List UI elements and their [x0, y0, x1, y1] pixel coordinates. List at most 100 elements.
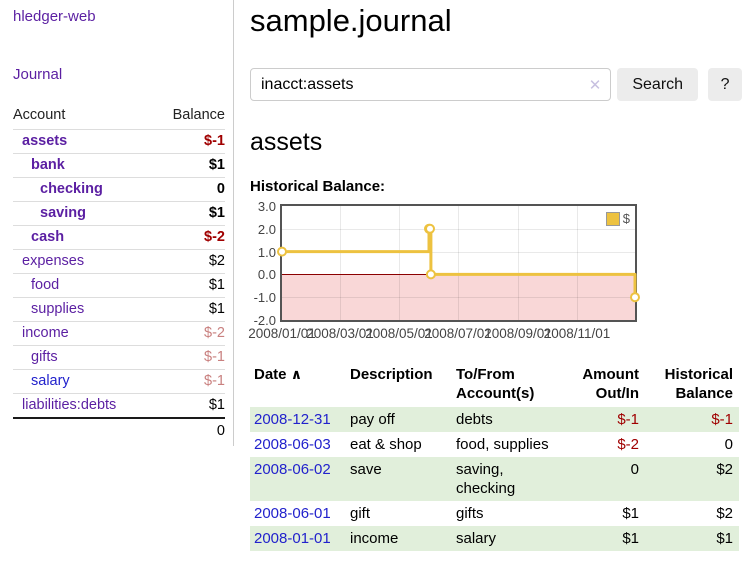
sidebar: hledger-web Journal Account Balance asse… [0, 0, 233, 444]
register-cell-description: income [346, 526, 452, 551]
chart-legend: $ [605, 211, 630, 226]
account-row: cash $-2 [13, 225, 225, 249]
register-cell-date: 2008-06-03 [250, 432, 346, 457]
register-cell-date: 2008-06-01 [250, 501, 346, 526]
account-balance: $-2 [204, 325, 225, 341]
register-header-description: Description [350, 366, 433, 383]
y-axis-tick-label: 1.0 [257, 244, 276, 260]
balance-series [277, 223, 640, 303]
account-row: income $-2 [13, 321, 225, 345]
page-title: sample.journal [250, 3, 452, 38]
grid-line-vertical [399, 206, 400, 320]
account-balance: $1 [208, 157, 225, 173]
register-cell-accounts: food, supplies [456, 436, 549, 453]
account-link[interactable]: gifts [31, 349, 58, 365]
register-cell-balance: $2 [645, 457, 739, 501]
account-balance: $2 [208, 253, 225, 269]
account-link[interactable]: saving [40, 205, 86, 221]
accounts-table-header: Account Balance [13, 104, 225, 129]
negative-region [282, 275, 635, 320]
transaction-date-link[interactable]: 2008-06-02 [254, 461, 331, 478]
y-axis-tick-label: -1.0 [253, 290, 276, 306]
register-cell-amount: 0 [564, 457, 645, 501]
register-cell-accounts: debts [452, 407, 564, 432]
main-content: sample.journal ✕ Search ? assets Histori… [234, 0, 742, 551]
register-row: 2008-06-02 save saving, checking 0 $2 [250, 457, 739, 501]
account-row: assets $-1 [13, 129, 225, 153]
register-table: Date ∧ Description To/From Account(s) Am… [250, 363, 739, 551]
app-title-link[interactable]: hledger-web [13, 8, 96, 25]
account-row: liabilities:debts $1 [13, 393, 225, 417]
account-balance: $1 [208, 301, 225, 317]
historical-balance-chart: $ 3.0 2.0 1.0 0.0 -1.0 -2.0 2008/01/01 2008/03/… [248, 199, 742, 346]
search-input[interactable] [250, 68, 612, 101]
accounts-total-row: 0 [13, 417, 225, 444]
grid-line-horizontal [282, 228, 635, 230]
account-row: saving $1 [13, 201, 225, 225]
register-header-row: Date ∧ Description To/From Account(s) Am… [250, 363, 739, 407]
transaction-date-link[interactable]: 2008-06-01 [254, 505, 331, 522]
account-link[interactable]: supplies [31, 301, 85, 317]
x-axis-tick-label: 2008/09/01 [484, 326, 552, 341]
register-cell-balance: $2 [716, 505, 733, 522]
account-balance: $-2 [204, 229, 225, 245]
clear-search-icon[interactable]: ✕ [588, 77, 602, 94]
sort-ascending-icon: ∧ [290, 366, 303, 382]
account-link[interactable]: expenses [22, 253, 85, 269]
x-axis-tick-label: 2008/01/01 [248, 326, 316, 341]
register-header-accounts: To/From Account(s) [456, 366, 535, 402]
register-cell-date: 2008-01-01 [250, 526, 346, 551]
transaction-date-link[interactable]: 2008-06-03 [254, 436, 331, 453]
account-link[interactable]: income [22, 325, 69, 341]
account-link[interactable]: food [31, 277, 60, 293]
grid-line-vertical [458, 206, 459, 320]
x-axis-tick-label: 2008/07/01 [424, 326, 492, 341]
account-link[interactable]: bank [31, 157, 65, 173]
transaction-date-link[interactable]: 2008-12-31 [254, 411, 331, 428]
register-row: 2008-06-03 eat & shop food, supplies $-2 0 [250, 432, 739, 457]
legend-swatch-icon [605, 211, 620, 226]
account-link[interactable]: liabilities:debts [22, 397, 117, 413]
register-row: 2008-06-01 gift gifts $1 $2 [250, 501, 739, 526]
account-link[interactable]: assets [22, 133, 68, 149]
register-header-date[interactable]: Date ∧ [250, 363, 346, 407]
account-link[interactable]: cash [31, 229, 65, 245]
account-link[interactable]: salary [31, 373, 70, 389]
account-balance: $1 [208, 397, 225, 413]
register-cell-accounts: saving, checking [452, 457, 564, 501]
grid-line-vertical [340, 206, 341, 320]
register-cell-date: 2008-12-31 [250, 407, 346, 432]
accounts-table: Account Balance assets $-1 bank $1 checking 0… [13, 104, 225, 444]
grid-line-horizontal [282, 297, 635, 299]
account-row: checking 0 [13, 177, 225, 201]
account-row: supplies $1 [13, 297, 225, 321]
account-link[interactable]: checking [40, 181, 103, 197]
account-row: bank $1 [13, 153, 225, 177]
register-cell-description: eat & shop [350, 436, 422, 453]
register-row: 2008-01-01 income salary $1 $1 [250, 526, 739, 551]
register-header-date-label: Date [254, 366, 287, 383]
help-button[interactable]: ? [708, 68, 742, 101]
register-cell-amount: $1 [622, 505, 639, 522]
register-header-amount: Amount Out/In [582, 366, 639, 402]
register-cell-accounts: salary [452, 526, 564, 551]
register-cell-description: save [346, 457, 452, 501]
grid-line-vertical [577, 206, 578, 320]
accounts-header-account: Account [13, 107, 66, 123]
search-button[interactable]: Search [617, 68, 699, 101]
account-row: salary $-1 [13, 369, 225, 393]
search-box: ✕ [250, 68, 612, 101]
accounts-rows: assets $-1 bank $1 checking 0 saving $1 cash $-2 e… [13, 129, 225, 417]
accounts-total-value: 0 [216, 423, 225, 439]
register-cell-balance: $-1 [645, 407, 739, 432]
legend-label: $ [622, 211, 630, 226]
x-axis-tick-label: 2008/05/01 [365, 326, 433, 341]
account-balance: $-1 [204, 373, 225, 389]
transaction-date-link[interactable]: 2008-01-01 [254, 530, 331, 547]
sidebar-divider [233, 0, 234, 446]
grid-line-vertical [518, 206, 519, 320]
register-cell-balance: $1 [645, 526, 739, 551]
sidebar-item-journal[interactable]: Journal [13, 66, 63, 83]
account-row: gifts $-1 [13, 345, 225, 369]
register-cell-date: 2008-06-02 [250, 457, 346, 501]
